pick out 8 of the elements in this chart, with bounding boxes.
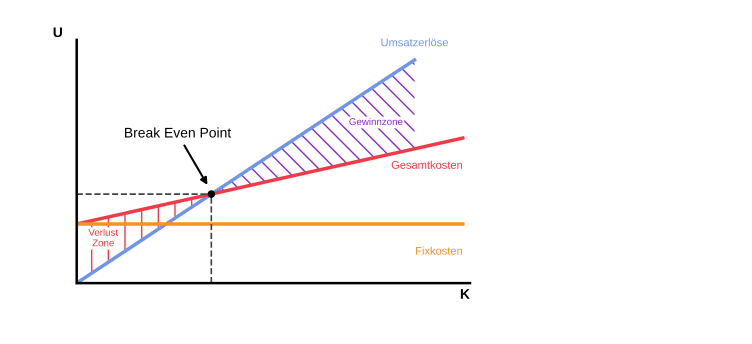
annotation: Verlust Zone bbox=[88, 228, 118, 246]
x-axis-title: K bbox=[460, 289, 470, 299]
y-axis-title: U bbox=[54, 27, 62, 38]
annotation: Gewinnzone bbox=[349, 118, 402, 126]
series-label: Umsatzerlöse bbox=[381, 38, 448, 46]
annotation: Break Even Point bbox=[125, 127, 232, 138]
series-label: Gesamtkosten bbox=[392, 160, 462, 169]
text: Fixkosten bbox=[416, 246, 462, 255]
